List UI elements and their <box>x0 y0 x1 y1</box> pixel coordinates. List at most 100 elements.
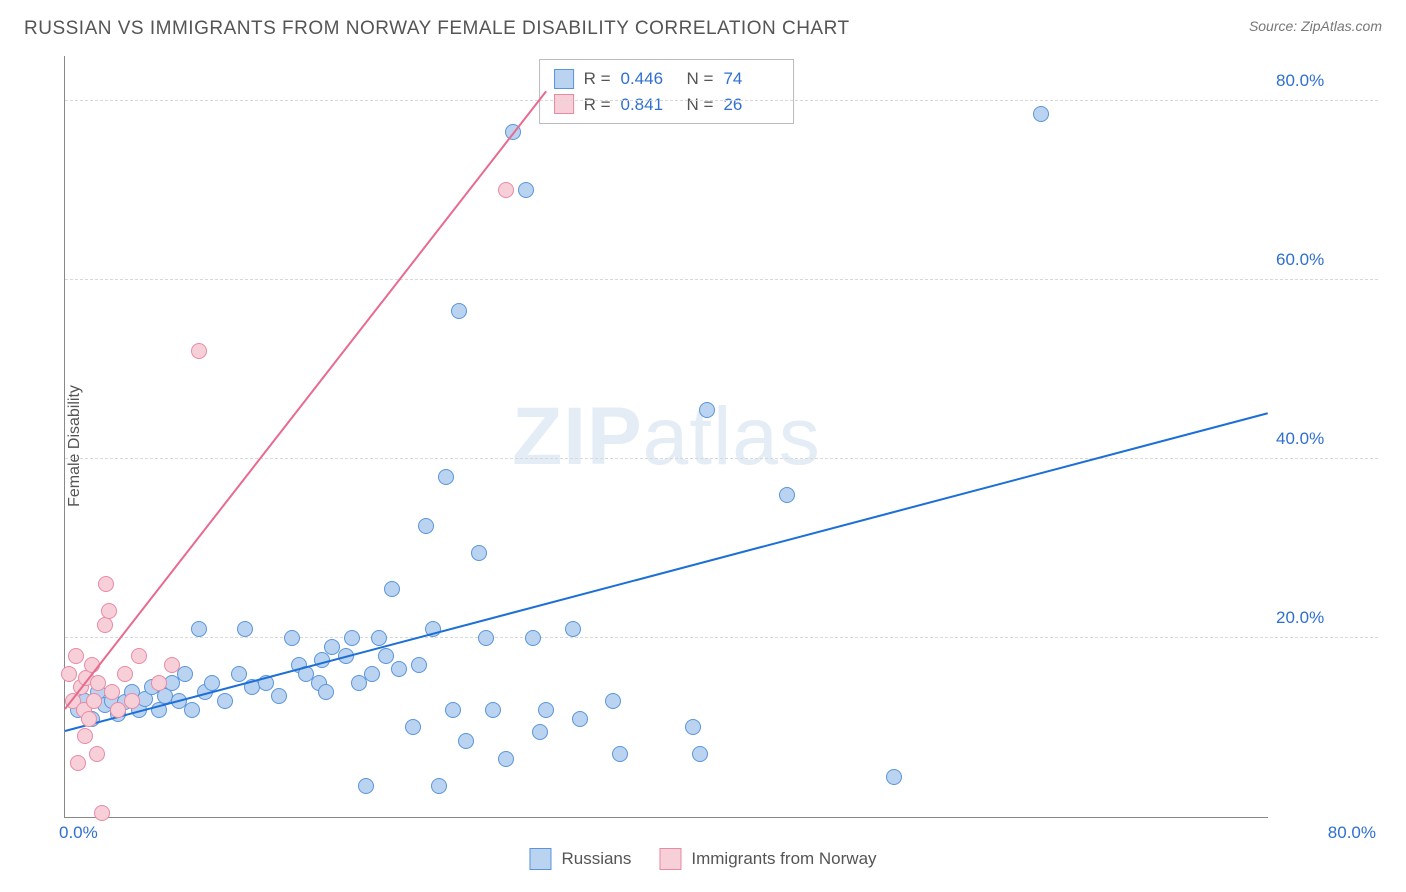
gridline <box>65 100 1378 101</box>
data-point <box>89 746 105 762</box>
legend-stat-row: R =0.841N =26 <box>554 92 780 118</box>
data-point <box>151 675 167 691</box>
data-point <box>538 702 554 718</box>
trend-line <box>64 90 547 709</box>
chart-area: ZIPatlas R =0.446N =74R =0.841N =26 0.0%… <box>54 56 1378 832</box>
legend-item: Russians <box>529 848 631 870</box>
data-point <box>191 343 207 359</box>
watermark-bold: ZIP <box>512 391 643 482</box>
data-point <box>61 666 77 682</box>
data-point <box>284 630 300 646</box>
gridline <box>65 458 1378 459</box>
x-tick-min: 0.0% <box>59 823 98 843</box>
data-point <box>237 621 253 637</box>
data-point <box>498 751 514 767</box>
data-point <box>358 778 374 794</box>
header: RUSSIAN VS IMMIGRANTS FROM NORWAY FEMALE… <box>0 0 1406 48</box>
r-value: 0.446 <box>621 66 677 92</box>
data-point <box>692 746 708 762</box>
data-point <box>124 693 140 709</box>
data-point <box>344 630 360 646</box>
data-point <box>318 684 334 700</box>
data-point <box>451 303 467 319</box>
data-point <box>565 621 581 637</box>
legend-series: Russians Immigrants from Norway <box>529 848 876 870</box>
legend-label: Russians <box>561 849 631 869</box>
legend-swatch <box>529 848 551 870</box>
y-tick-label: 40.0% <box>1276 429 1372 449</box>
data-point <box>612 746 628 762</box>
data-point <box>98 576 114 592</box>
data-point <box>485 702 501 718</box>
n-label: N = <box>687 92 714 118</box>
data-point <box>81 711 97 727</box>
data-point <box>779 487 795 503</box>
n-label: N = <box>687 66 714 92</box>
data-point <box>131 648 147 664</box>
data-point <box>886 769 902 785</box>
gridline <box>65 637 1378 638</box>
legend-swatch <box>554 69 574 89</box>
data-point <box>101 603 117 619</box>
data-point <box>418 518 434 534</box>
data-point <box>378 648 394 664</box>
watermark-rest: atlas <box>643 391 821 482</box>
legend-statistics: R =0.446N =74R =0.841N =26 <box>539 59 795 124</box>
trend-line <box>65 412 1269 732</box>
r-label: R = <box>584 66 611 92</box>
r-value: 0.841 <box>621 92 677 118</box>
data-point <box>438 469 454 485</box>
data-point <box>478 630 494 646</box>
y-tick-label: 80.0% <box>1276 71 1372 91</box>
data-point <box>405 719 421 735</box>
n-value: 74 <box>723 66 779 92</box>
plot-region: ZIPatlas R =0.446N =74R =0.841N =26 0.0%… <box>64 56 1268 818</box>
chart-title: RUSSIAN VS IMMIGRANTS FROM NORWAY FEMALE… <box>24 18 850 40</box>
y-tick-label: 60.0% <box>1276 250 1372 270</box>
data-point <box>68 648 84 664</box>
data-point <box>605 693 621 709</box>
data-point <box>94 805 110 821</box>
data-point <box>204 675 220 691</box>
data-point <box>364 666 380 682</box>
data-point <box>70 755 86 771</box>
data-point <box>445 702 461 718</box>
data-point <box>518 182 534 198</box>
r-label: R = <box>584 92 611 118</box>
legend-stat-row: R = 0.446 N = 74 <box>554 66 780 92</box>
data-point <box>231 666 247 682</box>
watermark: ZIPatlas <box>512 390 821 484</box>
data-point <box>117 666 133 682</box>
data-point <box>525 630 541 646</box>
data-point <box>191 621 207 637</box>
data-point <box>699 402 715 418</box>
source-credit: Source: ZipAtlas.com <box>1249 18 1382 34</box>
data-point <box>458 733 474 749</box>
data-point <box>104 684 120 700</box>
data-point <box>498 182 514 198</box>
data-point <box>77 728 93 744</box>
data-point <box>411 657 427 673</box>
data-point <box>572 711 588 727</box>
legend-swatch <box>554 94 574 114</box>
gridline <box>65 279 1378 280</box>
data-point <box>86 693 102 709</box>
data-point <box>177 666 193 682</box>
legend-item: Immigrants from Norway <box>659 848 876 870</box>
data-point <box>271 688 287 704</box>
data-point <box>431 778 447 794</box>
legend-swatch <box>659 848 681 870</box>
data-point <box>532 724 548 740</box>
y-tick-label: 20.0% <box>1276 608 1372 628</box>
data-point <box>391 661 407 677</box>
data-point <box>1033 106 1049 122</box>
legend-label: Immigrants from Norway <box>691 849 876 869</box>
data-point <box>384 581 400 597</box>
data-point <box>164 657 180 673</box>
data-point <box>471 545 487 561</box>
data-point <box>371 630 387 646</box>
x-tick-max: 80.0% <box>1328 823 1376 843</box>
data-point <box>217 693 233 709</box>
data-point <box>184 702 200 718</box>
data-point <box>685 719 701 735</box>
